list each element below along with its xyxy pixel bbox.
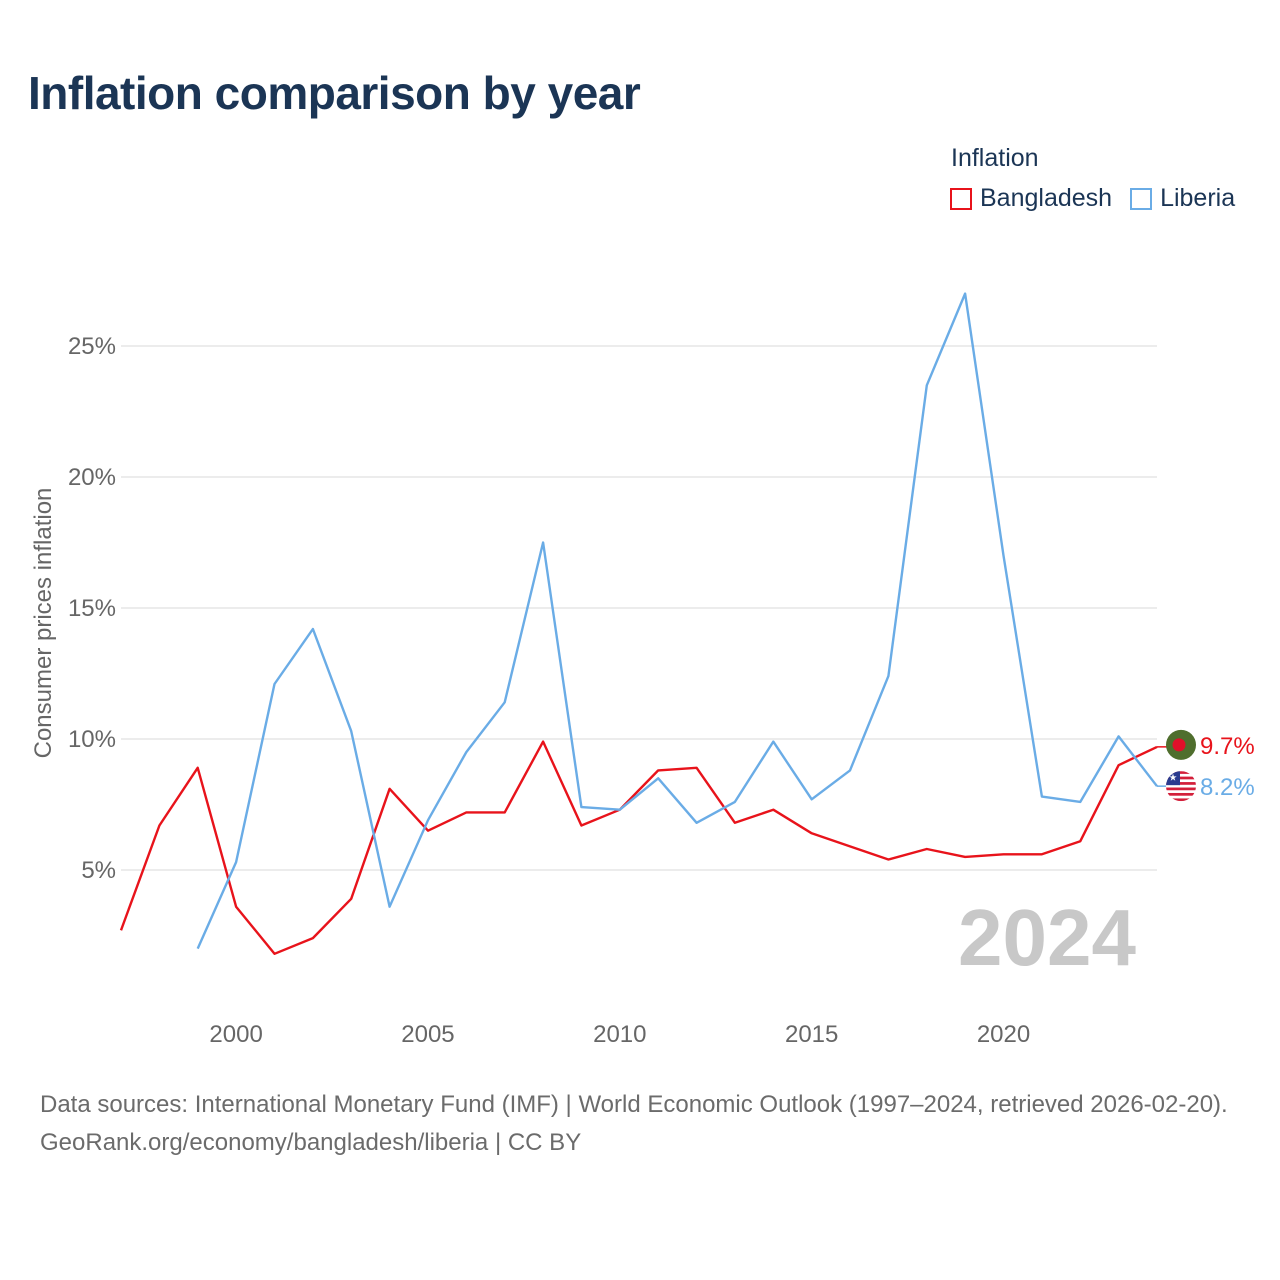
gridlines [121, 345, 1157, 871]
data-point-bangladesh [348, 896, 354, 902]
data-point-bangladesh [732, 820, 738, 826]
x-axis-ticks: 2000 2005 2010 2015 2020 [209, 1021, 1030, 1048]
legend-swatch-bangladesh [950, 187, 972, 210]
data-point-liberia [1116, 733, 1122, 739]
x-tick-label: 2015 [785, 1021, 838, 1048]
data-point-bangladesh [924, 846, 930, 852]
y-tick-label: 20% [68, 464, 116, 491]
footer: Data sources: International Monetary Fun… [40, 1086, 1250, 1162]
legend-label-liberia: Liberia [1160, 184, 1236, 212]
data-point-bangladesh [694, 765, 700, 771]
legend-item-bangladesh[interactable]: Bangladesh [950, 184, 1112, 213]
y-axis-label: Consumer prices inflation [30, 488, 57, 759]
data-point-liberia [924, 382, 930, 388]
data-point-liberia [1039, 794, 1045, 800]
line-chart: 5% 10% 15% 20% 25% 2000 2005 2010 2015 2020 Cons… [30, 291, 1255, 1048]
legend: Bangladesh Liberia [950, 184, 1235, 213]
data-point-bangladesh [118, 927, 124, 933]
y-tick-label: 25% [68, 333, 116, 360]
data-point-liberia [271, 681, 277, 687]
data-point-liberia [233, 859, 239, 865]
data-point-liberia [962, 291, 968, 297]
data-point-liberia [617, 807, 623, 813]
end-value-label-liberia: 8.2% [1200, 774, 1255, 801]
data-point-liberia [348, 728, 354, 734]
data-point-bangladesh [156, 822, 162, 828]
data-point-liberia [885, 673, 891, 679]
data-point-liberia [310, 626, 316, 632]
series-end-markers: 9.7% 8.2% [1157, 729, 1255, 802]
data-point-bangladesh [540, 739, 546, 745]
x-tick-label: 2020 [977, 1021, 1030, 1048]
data-point-bangladesh [1001, 851, 1007, 857]
credit-link[interactable]: GeoRank.org/economy/bangladesh/liberia |… [40, 1129, 582, 1156]
data-point-bangladesh [425, 828, 431, 834]
data-point-liberia [463, 749, 469, 755]
data-point-bangladesh [195, 765, 201, 771]
series-line-liberia[interactable] [196, 292, 1158, 950]
legend-title: Inflation [951, 144, 1039, 172]
data-point-bangladesh [1077, 838, 1083, 844]
data-point-liberia [732, 799, 738, 805]
x-tick-label: 2000 [209, 1021, 262, 1048]
data-point-bangladesh [233, 904, 239, 910]
data-point-liberia [847, 767, 853, 773]
data-point-liberia [770, 739, 776, 745]
data-point-bangladesh [809, 830, 815, 836]
data-point-bangladesh [271, 951, 277, 957]
chart-title: Inflation comparison by year [28, 67, 641, 119]
end-value-label-bangladesh: 9.7% [1200, 733, 1255, 760]
data-point-liberia [694, 820, 700, 826]
x-tick-label: 2010 [593, 1021, 646, 1048]
data-point-liberia [1077, 799, 1083, 805]
data-point-bangladesh [962, 854, 968, 860]
y-tick-label: 15% [68, 595, 116, 622]
data-point-bangladesh [310, 935, 316, 941]
data-point-liberia [195, 946, 201, 952]
data-point-liberia [655, 775, 661, 781]
data-point-bangladesh [1116, 762, 1122, 768]
y-axis-ticks: 5% 10% 15% 20% 25% [68, 333, 116, 884]
data-point-liberia [502, 699, 508, 705]
legend-label-bangladesh: Bangladesh [980, 184, 1113, 212]
data-point-bangladesh [847, 843, 853, 849]
y-tick-label: 10% [68, 726, 116, 753]
data-point-bangladesh [770, 807, 776, 813]
data-point-bangladesh [885, 857, 891, 863]
series-line-bangladesh[interactable] [119, 740, 1158, 955]
bangladesh-flag-icon [1166, 729, 1196, 760]
data-point-liberia [1001, 553, 1007, 559]
data-point-bangladesh [387, 786, 393, 792]
data-point-bangladesh [578, 822, 584, 828]
data-point-liberia [540, 540, 546, 546]
data-point-bangladesh [502, 809, 508, 815]
data-point-liberia [578, 804, 584, 810]
data-point-liberia [809, 796, 815, 802]
data-point-bangladesh [1039, 851, 1045, 857]
data-point-liberia [425, 817, 431, 823]
series-lines [118, 291, 1158, 957]
year-watermark: 2024 [958, 893, 1136, 982]
y-tick-label: 5% [81, 857, 116, 884]
liberia-flag-icon [1166, 771, 1196, 802]
data-point-bangladesh [463, 809, 469, 815]
data-sources: Data sources: International Monetary Fun… [40, 1091, 1228, 1118]
legend-item-liberia[interactable]: Liberia [1130, 184, 1235, 213]
data-point-bangladesh [655, 767, 661, 773]
x-tick-label: 2005 [401, 1021, 454, 1048]
legend-swatch-liberia [1130, 187, 1153, 210]
data-point-liberia [387, 904, 393, 910]
